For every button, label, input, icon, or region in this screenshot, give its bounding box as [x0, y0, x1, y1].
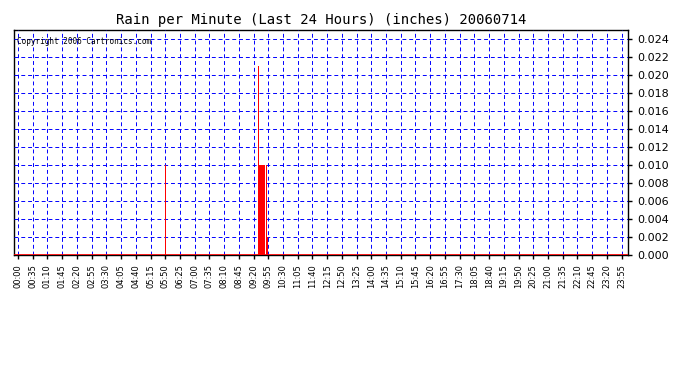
- Title: Rain per Minute (Last 24 Hours) (inches) 20060714: Rain per Minute (Last 24 Hours) (inches)…: [116, 13, 526, 27]
- Bar: [257, 66, 259, 255]
- Bar: [262, 165, 263, 255]
- Bar: [266, 165, 267, 255]
- Bar: [259, 165, 261, 255]
- Bar: [259, 165, 261, 255]
- Text: Copyright 2006 Cartronics.com: Copyright 2006 Cartronics.com: [17, 37, 151, 46]
- Bar: [264, 165, 265, 255]
- Bar: [262, 237, 264, 255]
- Bar: [165, 165, 166, 255]
- Bar: [266, 237, 268, 255]
- Bar: [261, 165, 262, 255]
